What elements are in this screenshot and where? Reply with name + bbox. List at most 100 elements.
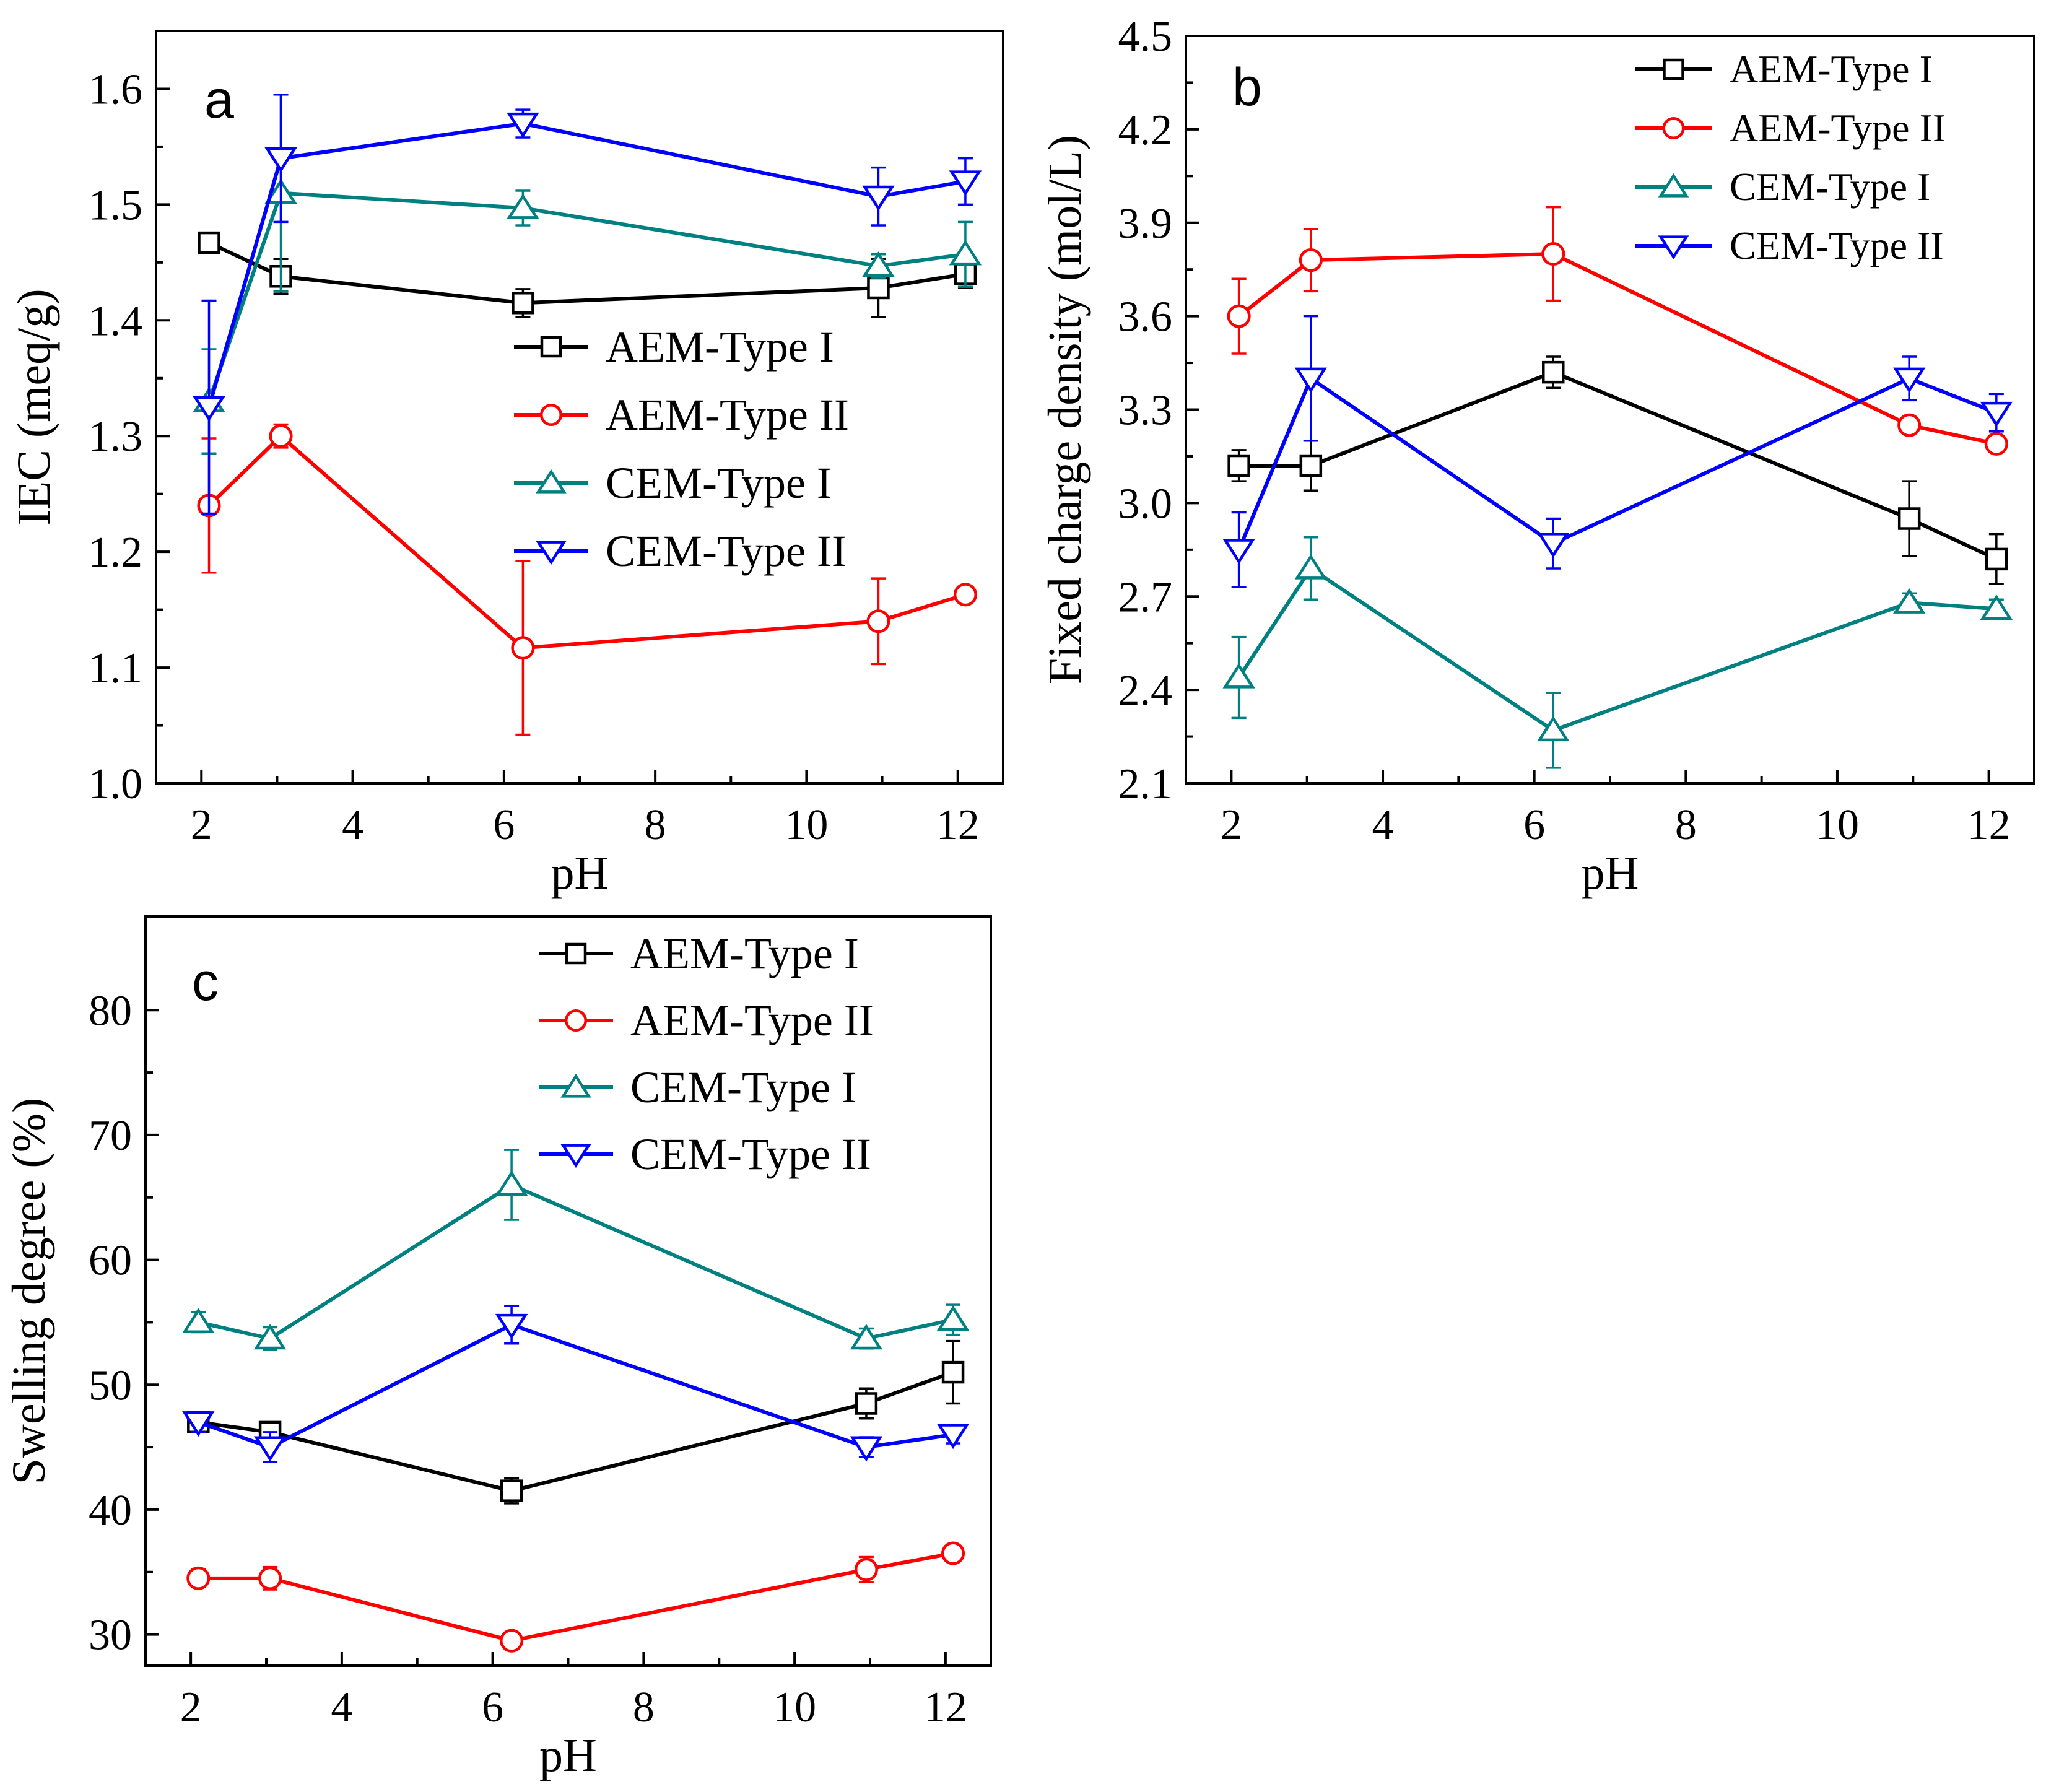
legend-marker (536, 469, 567, 494)
data-point (1542, 360, 1565, 384)
series-line (207, 191, 966, 402)
data-point (850, 1324, 883, 1350)
x-tick-label: 4 (331, 1684, 352, 1731)
x-axis-label: pH (539, 1729, 597, 1781)
legend-label: CEM-Type II (630, 1129, 871, 1179)
legend-label: CEM-Type II (606, 526, 847, 576)
legend: AEM-Type I AEM-Type II CEM-Type I CEM-Type … (539, 929, 874, 1179)
data-point (953, 583, 977, 607)
data-point (500, 1479, 523, 1502)
x-tick-label: 12 (1967, 801, 2011, 849)
data-point (1541, 241, 1565, 266)
data-point (507, 112, 539, 138)
data-point (862, 185, 895, 211)
data-point (495, 1170, 528, 1196)
data-point (867, 276, 890, 300)
x-tick-label: 4 (1372, 801, 1394, 849)
data-point (1985, 547, 2008, 571)
y-tick-label: 80 (89, 987, 132, 1035)
legend-marker (565, 1009, 587, 1032)
x-tick-label: 4 (342, 801, 363, 849)
chart-a: 2 4 6 8 10 12 1.0 1.1 1.2 1.3 1.4 1.5 1.6 pH IEC (meq/… (8, 30, 1004, 899)
series-line (1238, 370, 1998, 561)
legend-marker (536, 541, 567, 565)
y-tick-label: 2.7 (1118, 573, 1173, 621)
y-tick-label: 2.1 (1118, 760, 1173, 808)
y-tick-label: 1.5 (89, 181, 143, 229)
series-aem-type-ii (186, 1541, 965, 1653)
series-line (1237, 375, 1997, 550)
data-point (186, 1566, 211, 1590)
y-tick-label: 2.4 (1118, 667, 1173, 715)
data-point (949, 240, 982, 266)
legend-marker (1658, 173, 1689, 198)
series-line (198, 1323, 954, 1450)
legend-marker (1663, 58, 1684, 80)
data-point (198, 231, 220, 254)
series-line (207, 121, 966, 408)
data-point (936, 1305, 970, 1331)
data-point (850, 1436, 883, 1462)
x-tick-label: 8 (1675, 801, 1697, 849)
data-point (495, 1313, 528, 1339)
x-tick-label: 10 (773, 1684, 816, 1731)
data-point (855, 1392, 878, 1415)
series-line (198, 1551, 954, 1643)
x-tick-label: 8 (645, 801, 666, 849)
data-point (1294, 554, 1328, 580)
data-point (1897, 507, 1921, 530)
y-tick-label: 30 (89, 1612, 132, 1659)
series-cem-type-i (182, 1149, 970, 1351)
legend-label: CEM-Type I (606, 458, 832, 508)
data-point (1222, 539, 1255, 565)
y-tick-label: 3.6 (1118, 294, 1173, 341)
legend-label: CEM-Type II (1730, 224, 1944, 267)
series-aem-type-i (1227, 355, 2008, 585)
y-tick-label: 60 (89, 1237, 132, 1285)
data-point (1222, 663, 1255, 689)
data-point (258, 1566, 282, 1590)
data-point (193, 396, 225, 422)
data-point (854, 1557, 878, 1581)
legend-label: AEM-Type II (606, 390, 849, 440)
series-line (1237, 252, 1997, 446)
data-point (1227, 454, 1250, 477)
data-point (1299, 248, 1323, 272)
x-tick-label: 8 (633, 1684, 655, 1731)
legend-label: AEM-Type I (1730, 47, 1933, 91)
data-point (866, 609, 890, 633)
x-tick-label: 6 (482, 1684, 503, 1731)
x-tick-label: 2 (191, 801, 212, 849)
data-point (1892, 588, 1926, 614)
y-tick-label: 3.0 (1118, 480, 1173, 528)
series-line (198, 1370, 954, 1493)
chart-c: 2 4 6 8 10 12 30 40 50 60 70 80 pH Swelling degree (%… (3, 915, 992, 1781)
legend: AEM-Type I AEM-Type II CEM-Type I CEM-Type … (514, 322, 849, 576)
data-point (1892, 367, 1926, 393)
x-tick-label: 2 (1221, 801, 1242, 849)
series-line (198, 1183, 954, 1341)
legend-marker (540, 336, 562, 358)
x-tick-label: 10 (1816, 801, 1859, 849)
series-aem-type-ii (197, 423, 977, 736)
series-cem-type-ii (193, 94, 982, 515)
data-point (253, 1436, 287, 1462)
chart-b: 2 4 6 8 10 12 2.1 2.4 2.7 3.0 3.3 3.6 3.9 4.2 4.5 pH Fix… (1039, 13, 2035, 899)
panel-label: a (204, 70, 234, 129)
series-aem-type-i (198, 231, 977, 318)
x-tick-label: 6 (1523, 801, 1545, 849)
data-point (1980, 594, 2013, 620)
x-tick-label: 2 (180, 1684, 202, 1731)
panel-label: b (1232, 58, 1262, 117)
series-cem-type-ii (182, 1305, 970, 1464)
legend-marker (565, 942, 587, 965)
legend-label: CEM-Type I (1730, 165, 1930, 209)
legend-label: AEM-Type I (606, 322, 834, 372)
data-point (182, 1411, 215, 1437)
series-cem-type-i (1222, 536, 2013, 769)
data-point (1980, 401, 2013, 427)
legend-marker (1662, 117, 1685, 139)
data-point (1984, 432, 2008, 456)
y-tick-label: 1.1 (89, 645, 143, 692)
data-point (512, 292, 534, 315)
